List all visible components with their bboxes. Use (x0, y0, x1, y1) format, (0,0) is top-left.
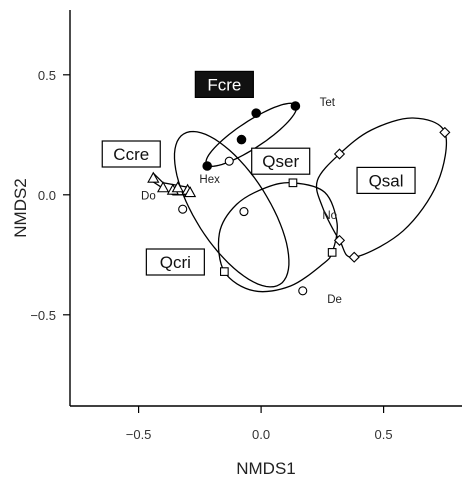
hull-qser (217, 181, 338, 293)
x-tick-label: −0.5 (126, 427, 152, 442)
tick-marks: −0.5 0.0 0.5 −0.5 0.0 0.5 (30, 68, 392, 442)
label-box-frame (194, 70, 254, 99)
point-qcri (239, 207, 249, 217)
y-tick-label: −0.5 (30, 308, 56, 323)
point-ccre (147, 171, 160, 183)
label-box-ccre: Ccre (101, 140, 161, 168)
point-qsal (439, 126, 451, 138)
point-qser (327, 248, 337, 257)
group-labels: Fcre Ccre Qcri Qser Qsal (101, 70, 416, 276)
label-box-qser: Qser (251, 147, 311, 175)
point-fcre (290, 101, 301, 111)
point-label: No (322, 210, 337, 222)
x-tick-label: 0.0 (252, 427, 270, 442)
x-axis-title: NMDS1 (236, 459, 296, 478)
label-box-frame (145, 248, 205, 276)
point-qsal (333, 148, 346, 160)
data-points (147, 101, 451, 296)
label-box-fcre: Fcre (194, 70, 254, 99)
point-qser (288, 178, 298, 188)
ellipse-qcri (173, 130, 290, 288)
point-fcre (202, 161, 212, 171)
point-label: Tet (320, 97, 336, 109)
group-label: Ccre (113, 145, 149, 164)
plot-area: −0.5 0.0 0.5 −0.5 0.0 0.5 Tet Hex Do No De Fcre Cc… (30, 10, 462, 442)
label-box-frame (101, 140, 161, 168)
point-qsal (348, 251, 360, 263)
group-label: Fcre (207, 75, 241, 94)
point-ccre (171, 181, 184, 193)
label-box-frame (251, 147, 311, 175)
point-qcri (224, 156, 234, 166)
y-tick-label: 0.5 (38, 68, 56, 83)
point-qcri (298, 286, 308, 296)
point-qser (220, 267, 229, 276)
y-axis-title: NMDS2 (11, 178, 30, 238)
point-qsal (333, 234, 346, 246)
y-tick-label: 0.0 (38, 188, 56, 203)
group-label: Qsal (369, 171, 404, 190)
x-tick-label: 0.5 (375, 427, 393, 442)
label-box-qcri: Qcri (145, 248, 205, 276)
group-label: Qcri (160, 253, 191, 272)
hull-qsal (315, 117, 448, 258)
point-fcre (251, 108, 262, 118)
point-label: Do (141, 191, 156, 203)
point-qcri (178, 204, 188, 214)
point-fcre (236, 134, 247, 145)
label-box-qsal: Qsal (356, 166, 416, 194)
point-labels: Tet Hex Do No De (141, 97, 342, 306)
point-label: Hex (199, 174, 220, 186)
point-ccre (156, 181, 170, 193)
group-label: Qser (262, 152, 299, 171)
point-label: De (327, 294, 342, 306)
label-box-frame (356, 166, 416, 194)
point-ccre (183, 186, 197, 198)
